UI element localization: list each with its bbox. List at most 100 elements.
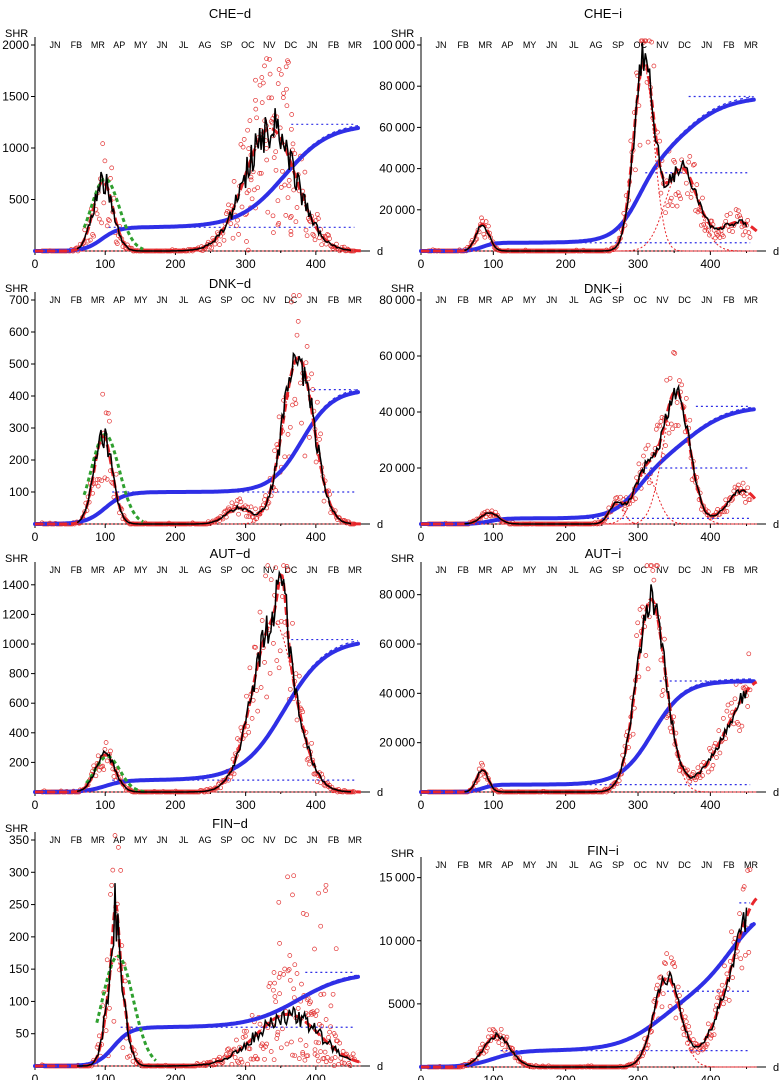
x-axis-label: d	[773, 787, 779, 799]
data-point	[221, 237, 227, 243]
x-tick-label: 200	[165, 530, 185, 544]
y-tick-label: 1200	[2, 607, 29, 621]
data-point	[276, 414, 282, 420]
data-point	[667, 375, 673, 381]
data-point	[236, 232, 241, 237]
y-tick-label: 250	[9, 898, 29, 912]
data-point	[277, 991, 282, 996]
data-point	[700, 1047, 705, 1053]
data-point	[91, 233, 97, 239]
y-tick-label: 200	[9, 453, 29, 467]
data-point	[235, 217, 240, 223]
month-label: SP	[220, 565, 232, 575]
data-point	[288, 214, 294, 219]
data-point	[103, 1028, 109, 1033]
month-label: JL	[179, 295, 189, 305]
x-tick-label: 100	[483, 798, 503, 812]
data-point	[316, 216, 321, 221]
data-point	[321, 498, 327, 504]
data-point	[668, 955, 674, 961]
x-tick-label: 0	[418, 530, 425, 544]
data-point	[102, 475, 108, 481]
fit-cumulative	[33, 126, 360, 253]
data-point	[709, 1033, 715, 1038]
data-point	[280, 168, 285, 174]
data-point	[674, 400, 680, 405]
data-point	[705, 1021, 711, 1027]
y-tick-label: 1000	[2, 637, 29, 651]
data-point	[662, 636, 667, 642]
data-point	[496, 1040, 502, 1045]
data-point	[244, 190, 250, 196]
y-tick-label: 80 000	[379, 293, 415, 307]
data-point	[263, 493, 268, 498]
y-tick-label: 300	[9, 865, 29, 879]
data-point	[730, 229, 735, 234]
fit-first-wave	[82, 177, 144, 251]
data-point	[294, 717, 300, 723]
data-point	[253, 77, 258, 83]
observations	[425, 867, 753, 1070]
data-point	[696, 206, 702, 212]
data-point	[671, 960, 676, 965]
month-label: AG	[589, 295, 602, 305]
month-label: FB	[457, 860, 469, 870]
data-point	[712, 235, 718, 241]
data-point	[259, 75, 265, 80]
month-label: JN	[157, 835, 168, 845]
data-point	[658, 419, 664, 424]
data-point	[655, 422, 660, 428]
month-label: FB	[723, 40, 735, 50]
data-point	[651, 577, 657, 583]
month-label: NV	[656, 565, 669, 575]
month-label: MR	[744, 295, 758, 305]
x-axis-label: d	[377, 787, 383, 799]
moving-average	[76, 108, 352, 252]
data-point	[94, 211, 100, 217]
data-point	[247, 665, 253, 671]
data-point	[249, 196, 255, 202]
month-label: FB	[457, 40, 469, 50]
data-point	[120, 1045, 126, 1051]
data-point	[679, 382, 685, 388]
month-label: FB	[328, 295, 340, 305]
data-point	[309, 1011, 314, 1017]
data-point	[238, 499, 244, 505]
panel-title: DNK−i	[584, 281, 622, 296]
data-point	[263, 573, 268, 579]
data-point	[108, 176, 113, 181]
data-point	[700, 195, 705, 201]
month-label: JN	[436, 295, 447, 305]
observations	[425, 563, 753, 795]
data-point	[286, 178, 292, 183]
data-point	[312, 946, 317, 952]
data-point	[305, 756, 311, 762]
data-point	[487, 1027, 492, 1033]
data-point	[312, 1047, 318, 1053]
month-label: JN	[701, 860, 712, 870]
month-label: MR	[478, 860, 492, 870]
month-label: DC	[678, 295, 691, 305]
data-point	[96, 767, 102, 773]
data-point	[99, 478, 104, 484]
data-point	[331, 1031, 337, 1036]
data-point	[727, 211, 733, 217]
data-point	[309, 371, 314, 377]
data-point	[304, 997, 310, 1002]
y-tick-label: 5000	[388, 997, 415, 1011]
data-point	[267, 71, 273, 77]
data-point	[294, 205, 300, 210]
data-point	[241, 137, 247, 142]
data-point	[643, 653, 649, 658]
data-point	[733, 207, 739, 212]
y-tick-label: 200	[9, 930, 29, 944]
y-tick-label: 100 000	[373, 38, 416, 52]
data-point	[247, 1046, 253, 1052]
data-point	[267, 56, 272, 62]
panel-dnk_i: DNK−i SHR d JN FB MR AP MY JN JL AG SP OC NV DC JN FB MR 0…	[379, 281, 779, 544]
data-point	[687, 417, 693, 423]
data-point	[247, 118, 253, 123]
month-label: DC	[284, 40, 297, 50]
y-axis-label: SHR	[5, 283, 28, 295]
y-tick-label: 150	[9, 962, 29, 976]
